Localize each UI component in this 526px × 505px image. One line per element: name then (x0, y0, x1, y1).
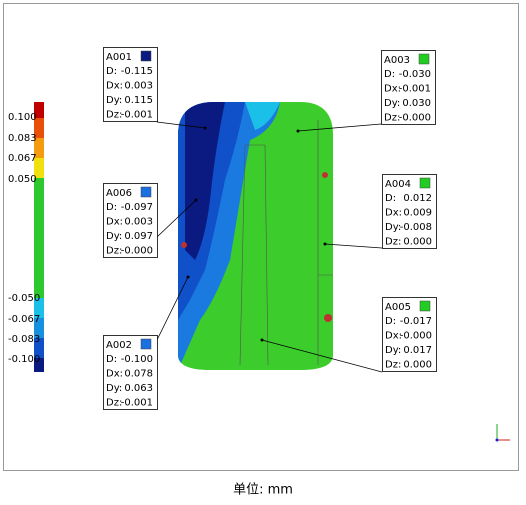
probe-point (203, 126, 207, 130)
annotation-value: 0.030 (402, 98, 431, 109)
annotation-key: D: (106, 202, 117, 213)
legend-label: -0.067 (8, 314, 40, 325)
annotation-key: Dz: (106, 398, 122, 409)
annotation-key: Dz: (385, 360, 401, 371)
legend-label: 0.083 (8, 133, 37, 144)
axis-triad (495, 424, 510, 442)
annotation-value: -0.001 (121, 398, 153, 409)
annotation-value: -0.001 (121, 110, 153, 121)
annotation-value: 0.012 (403, 193, 432, 204)
annotation-key: Dy: (106, 231, 122, 242)
leader-line (297, 123, 382, 132)
annotation-value: -0.000 (400, 331, 432, 342)
annotation-id: A004 (385, 179, 411, 190)
legend-label: -0.050 (8, 293, 40, 304)
probe-point (260, 338, 264, 342)
part-model (178, 102, 333, 370)
unit-footer: 单位: mm (233, 483, 293, 498)
annotation-value: 0.000 (403, 360, 432, 371)
annotation-value: -0.008 (400, 222, 432, 233)
legend-label: -0.100 (8, 354, 40, 365)
legend-label: 0.067 (8, 153, 37, 164)
annotation-key: D: (384, 69, 395, 80)
annotation-key: Dx: (385, 331, 402, 342)
leader-line (324, 243, 383, 249)
leader-line (156, 276, 189, 341)
annotation-key: Dz: (106, 110, 122, 121)
annotation-key: D: (106, 66, 117, 77)
probe-point (323, 242, 327, 246)
annotation-key: D: (385, 316, 396, 327)
annotation-key: Dx: (106, 369, 123, 380)
annotation-key: Dx: (106, 81, 123, 92)
annotation-key: Dz: (384, 113, 400, 124)
annotation-swatch (419, 177, 431, 189)
annotation-swatch (419, 300, 431, 312)
annotation-value: 0.009 (403, 208, 432, 219)
annotation-key: D: (385, 193, 396, 204)
annotation-key: Dy: (106, 383, 122, 394)
leader-line (261, 339, 383, 373)
annotation-id: A001 (106, 52, 132, 63)
annotation-key: Dy: (384, 98, 400, 109)
annotation-value: 0.003 (124, 217, 153, 228)
probe-point (194, 198, 198, 202)
annotation-key: Dy: (385, 345, 401, 356)
annotation-value: -0.017 (400, 316, 432, 327)
annotation-key: Dy: (106, 95, 122, 106)
annotation-box (103, 335, 158, 410)
annotation-key: Dx: (384, 84, 401, 95)
annotation-swatch (140, 338, 152, 350)
annotation-value: 0.115 (124, 95, 153, 106)
annotation-key: Dx: (385, 208, 402, 219)
annotation-value: 0.000 (403, 237, 432, 248)
annotation-swatch (418, 53, 430, 65)
leader-line (156, 199, 197, 238)
annotation-value: 0.003 (124, 81, 153, 92)
annotation-key: Dx: (106, 217, 123, 228)
color-bar (34, 102, 44, 372)
annotation-value: 0.063 (124, 383, 153, 394)
annotation-key: Dz: (385, 237, 401, 248)
annotation-value: -0.115 (121, 66, 153, 77)
annotation-swatch (140, 186, 152, 198)
annotation-id: A006 (106, 188, 132, 199)
annotation-value: 0.078 (124, 369, 153, 380)
annotation-value: -0.100 (121, 354, 153, 365)
annotation-id: A002 (106, 340, 132, 351)
annotation-key: D: (106, 354, 117, 365)
legend-label: 0.050 (8, 174, 37, 185)
legend-label: -0.083 (8, 334, 40, 345)
annotation-value: -0.030 (399, 69, 431, 80)
annotation-value: -0.000 (121, 246, 153, 257)
annotation-value: -0.097 (121, 202, 153, 213)
annotation-value: 0.017 (403, 345, 432, 356)
probe-point (186, 275, 190, 279)
annotation-id: A003 (384, 55, 410, 66)
annotation-value: 0.097 (124, 231, 153, 242)
annotation-key: Dy: (385, 222, 401, 233)
annotation-value: -0.000 (399, 113, 431, 124)
annotation-swatch (140, 50, 152, 62)
annotation-key: Dz: (106, 246, 122, 257)
annotation-id: A005 (385, 302, 411, 313)
probe-point (296, 129, 300, 133)
leader-line (156, 121, 206, 129)
annotation-value: -0.001 (399, 84, 431, 95)
legend-label: 0.100 (8, 112, 37, 123)
